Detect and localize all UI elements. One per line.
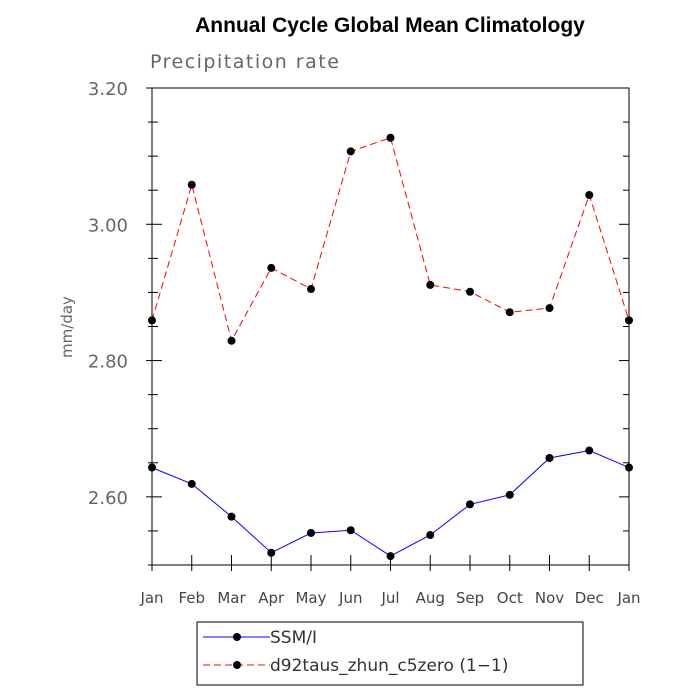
chart-subtitle: Precipitation rate bbox=[150, 51, 340, 73]
data-point-s0-8 bbox=[466, 500, 474, 509]
x-tick-label: Jun bbox=[338, 589, 362, 607]
y-tick-label: 2.80 bbox=[88, 352, 128, 373]
data-point-s1-7 bbox=[426, 280, 435, 289]
x-tick-label: Nov bbox=[535, 589, 564, 607]
y-tick-label: 3.20 bbox=[88, 79, 128, 100]
y-tick-label: 3.00 bbox=[88, 215, 128, 236]
data-point-s1-12 bbox=[625, 316, 633, 325]
series-line-0 bbox=[151, 449, 630, 557]
data-point-s1-11 bbox=[585, 190, 594, 199]
x-tick-label: Sep bbox=[456, 589, 484, 607]
data-point-s1-2 bbox=[227, 336, 236, 345]
y-tick-labels: 2.60 2.80 3.00 3.20 bbox=[88, 79, 128, 509]
data-point-s1-1 bbox=[187, 180, 196, 189]
x-tick-label: Feb bbox=[178, 589, 205, 607]
legend-marker-ssmi bbox=[233, 633, 241, 641]
data-point-s0-10 bbox=[545, 454, 554, 463]
series-line-1 bbox=[151, 137, 630, 343]
data-point-s0-11 bbox=[585, 446, 594, 455]
data-point-s0-1 bbox=[187, 479, 196, 488]
data-point-s1-10 bbox=[545, 304, 554, 313]
y-axis-label: mm/day bbox=[58, 296, 76, 358]
legend-marker-model bbox=[233, 661, 241, 669]
x-tick-label: Jul bbox=[380, 589, 399, 607]
x-tick-labels: Jan Feb Mar Apr May Jun Jul Aug Sep Oct Nov Dec Jan bbox=[139, 589, 640, 607]
data-point-s1-3 bbox=[267, 263, 276, 272]
x-tick-label: Oct bbox=[497, 589, 523, 607]
x-tick-label: Aug bbox=[416, 589, 445, 607]
y-tick-label: 2.60 bbox=[88, 488, 128, 509]
x-tick-label: Dec bbox=[575, 589, 604, 607]
data-point-s0-5 bbox=[346, 526, 355, 535]
data-point-s1-6 bbox=[386, 133, 395, 142]
legend-label-ssmi: SSM/I bbox=[270, 628, 317, 648]
x-tick-label: Apr bbox=[258, 589, 285, 607]
data-point-s1-9 bbox=[505, 308, 514, 317]
data-point-s0-9 bbox=[505, 490, 514, 499]
chart-title: Annual Cycle Global Mean Climatology bbox=[195, 14, 585, 37]
data-point-s1-4 bbox=[307, 285, 315, 294]
legend-label-model: d92taus_zhun_c5zero (1−1) bbox=[270, 656, 509, 676]
data-point-s1-5 bbox=[346, 147, 355, 156]
x-tick-label: Jan bbox=[616, 589, 640, 607]
data-point-s0-2 bbox=[227, 512, 236, 521]
data-point-s1-8 bbox=[466, 287, 474, 296]
data-point-s0-6 bbox=[386, 552, 395, 561]
data-point-s1-0 bbox=[148, 316, 156, 325]
data-point-s0-0 bbox=[148, 463, 156, 472]
x-tick-label: Jan bbox=[139, 589, 163, 607]
data-point-s0-12 bbox=[625, 463, 633, 472]
legend: SSM/I d92taus_zhun_c5zero (1−1) bbox=[196, 621, 584, 686]
axis-ticks bbox=[146, 87, 630, 571]
legend-box bbox=[196, 621, 584, 686]
data-point-s0-4 bbox=[307, 528, 315, 537]
series-layer bbox=[148, 133, 633, 561]
x-tick-label: May bbox=[295, 589, 326, 607]
data-point-s0-3 bbox=[267, 548, 276, 557]
plot-frame bbox=[151, 87, 630, 566]
data-point-s0-7 bbox=[426, 531, 435, 540]
x-tick-label: Mar bbox=[217, 589, 246, 607]
